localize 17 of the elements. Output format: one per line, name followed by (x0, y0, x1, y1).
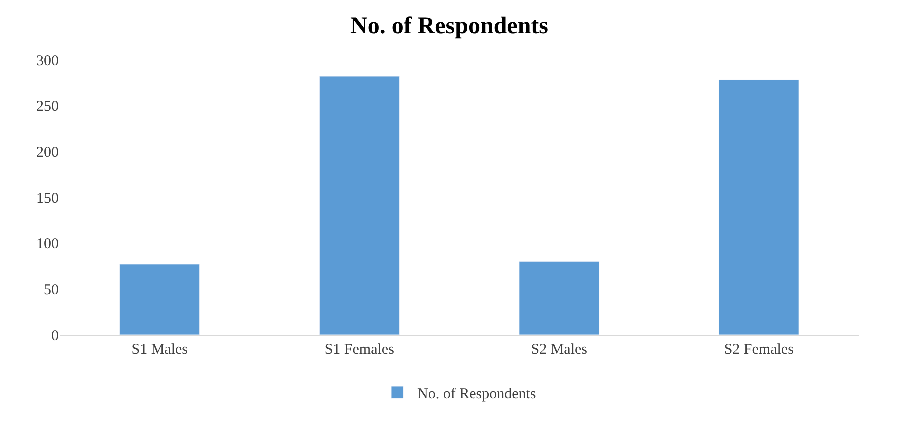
legend-label: No. of Respondents (418, 386, 536, 402)
y-tick-label: 100 (36, 236, 59, 253)
y-tick-label: 250 (36, 99, 59, 116)
x-tick-label: S2 Females (724, 342, 794, 358)
x-tick-label: S1 Females (324, 342, 395, 358)
x-tick-label: S2 Males (531, 342, 588, 358)
y-tick-label: 150 (36, 190, 59, 207)
bar (120, 264, 200, 335)
bar (519, 261, 600, 335)
y-tick-label: 50 (44, 282, 59, 298)
chart-title: No. of Respondents (350, 14, 549, 40)
y-tick-label: 0 (52, 328, 59, 344)
x-tick-label: S1 Males (132, 342, 188, 358)
y-tick-label: 300 (36, 53, 59, 70)
bar (319, 76, 400, 335)
bar (718, 80, 800, 335)
y-tick-label: 200 (36, 144, 59, 161)
